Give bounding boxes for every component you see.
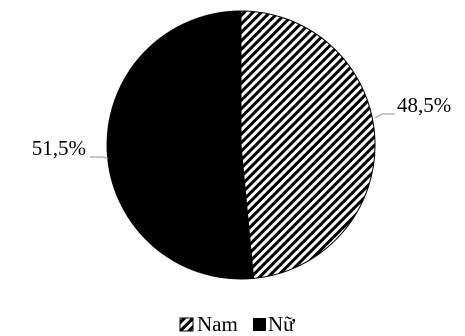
legend: Nam Nữ (179, 312, 295, 336)
legend-label-nam: Nam (197, 312, 238, 336)
legend-swatch-nam (179, 317, 194, 332)
legend-swatch-nu (253, 318, 266, 331)
data-label-nu: 51,5% (32, 136, 86, 160)
legend-item-nam: Nam (179, 312, 238, 336)
pie-slice-nam (240, 10, 376, 279)
data-label-nam: 48,5% (397, 93, 451, 117)
legend-label-nu: Nữ (268, 312, 295, 336)
leader-line-nam (374, 113, 395, 119)
legend-item-nu: Nữ (253, 312, 295, 336)
pie-slice-nu (106, 10, 255, 280)
leader-line-nu (90, 156, 109, 159)
